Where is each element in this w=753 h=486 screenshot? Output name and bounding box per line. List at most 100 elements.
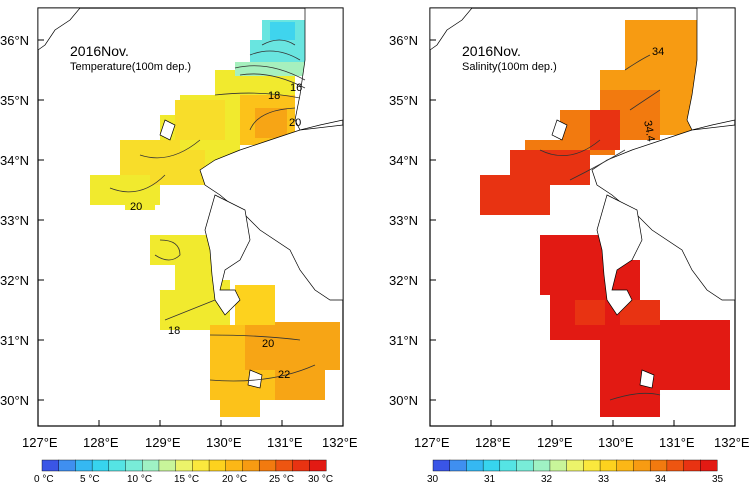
lon-label: 129°E bbox=[537, 435, 573, 450]
colorbar-swatch bbox=[258, 459, 277, 472]
lon-label: 131°E bbox=[659, 435, 695, 450]
lat-label: 34°N bbox=[0, 153, 29, 168]
lat-label: 31°N bbox=[0, 333, 29, 348]
colorbar-swatch bbox=[208, 459, 227, 472]
lon-label: 130°E bbox=[206, 435, 242, 450]
colorbar-swatch bbox=[566, 459, 584, 472]
colorbar-swatch bbox=[91, 459, 110, 472]
colorbar-swatch bbox=[649, 459, 668, 472]
temperature-panel: 16 18 20 20 18 20 22 2016Nov. Temperatur… bbox=[37, 7, 344, 427]
contour-label: 20 bbox=[130, 201, 142, 213]
colorbar-swatch bbox=[242, 459, 260, 472]
colorbar-swatch bbox=[666, 459, 685, 472]
temperature-lon-axis: 127°E 128°E 129°E 130°E 131°E 132°E bbox=[22, 435, 358, 450]
colorbar-swatch bbox=[125, 459, 143, 472]
lat-label: 36°N bbox=[389, 33, 418, 48]
colorbar-label: 0 °C bbox=[34, 474, 54, 485]
lat-label: 35°N bbox=[0, 93, 29, 108]
lon-label: 131°E bbox=[267, 435, 303, 450]
colorbar-swatch bbox=[549, 459, 568, 472]
temperature-title: 2016Nov. bbox=[70, 43, 129, 59]
lon-label: 132°E bbox=[322, 435, 358, 450]
colorbar-swatch bbox=[292, 459, 310, 472]
colorbar-label: 30 °C bbox=[308, 474, 333, 485]
salinity-subtitle: Salinity(100m dep.) bbox=[462, 61, 557, 73]
colorbar-swatch bbox=[58, 459, 76, 472]
colorbar-swatch bbox=[108, 459, 127, 472]
colorbar-swatch bbox=[516, 459, 534, 472]
lat-label: 35°N bbox=[389, 93, 418, 108]
colorbar-swatch bbox=[616, 459, 634, 472]
lon-label: 129°E bbox=[145, 435, 181, 450]
contour-label: 34.4 bbox=[641, 120, 657, 143]
lon-label: 132°E bbox=[714, 435, 750, 450]
lat-label: 32°N bbox=[0, 273, 29, 288]
salinity-panel: 34 34.4 2016Nov. Salinity(100m dep.) bbox=[429, 7, 736, 427]
colorbar-swatch bbox=[225, 459, 243, 472]
contour-label: 18 bbox=[268, 90, 280, 102]
colorbar-swatch bbox=[275, 459, 294, 472]
colorbar-label: 20 °C bbox=[222, 474, 247, 485]
lon-label: 128°E bbox=[475, 435, 511, 450]
salinity-title: 2016Nov. bbox=[462, 43, 521, 59]
colorbar-swatch bbox=[449, 459, 467, 472]
colorbar-label: 34 bbox=[655, 474, 667, 485]
lat-label: 30°N bbox=[0, 393, 29, 408]
colorbar-swatch bbox=[175, 459, 193, 472]
salinity-colorbar bbox=[432, 459, 718, 472]
contour-label: 18 bbox=[168, 325, 180, 337]
lat-label: 30°N bbox=[389, 393, 418, 408]
contour-label: 34 bbox=[652, 46, 664, 58]
lat-label: 33°N bbox=[389, 213, 418, 228]
colorbar-label: 32 bbox=[541, 474, 553, 485]
colorbar-label: 31 bbox=[484, 474, 496, 485]
temperature-colorbar-labels: 0 °C 5 °C 10 °C 15 °C 20 °C 25 °C 30 °C bbox=[34, 474, 333, 485]
colorbar-swatch bbox=[683, 459, 701, 472]
colorbar-swatch bbox=[466, 459, 484, 472]
temperature-field: 16 18 20 20 18 20 22 bbox=[38, 8, 343, 417]
colorbar-label: 25 °C bbox=[269, 474, 294, 485]
colorbar-label: 35 bbox=[712, 474, 724, 485]
colorbar-label: 10 °C bbox=[127, 474, 152, 485]
colorbar-swatch bbox=[142, 459, 160, 472]
lon-label: 127°E bbox=[22, 435, 58, 450]
colorbar-swatch bbox=[41, 459, 60, 472]
colorbar-label: 5 °C bbox=[80, 474, 100, 485]
contour-label: 20 bbox=[262, 338, 274, 350]
tick-marks bbox=[38, 39, 675, 426]
colorbar-swatch bbox=[583, 459, 601, 472]
lon-label: 128°E bbox=[83, 435, 119, 450]
colorbar-swatch bbox=[158, 459, 177, 472]
lat-label: 33°N bbox=[0, 213, 29, 228]
salinity-lat-axis: 36°N 35°N 34°N 33°N 32°N 31°N 30°N bbox=[389, 33, 418, 408]
temperature-lat-axis: 36°N 35°N 34°N 33°N 32°N 31°N 30°N bbox=[0, 33, 29, 408]
colorbar-label: 33 bbox=[598, 474, 610, 485]
lat-label: 34°N bbox=[389, 153, 418, 168]
salinity-lon-axis: 127°E 128°E 129°E 130°E 131°E 132°E bbox=[414, 435, 750, 450]
colorbar-swatch bbox=[499, 459, 518, 472]
lon-label: 130°E bbox=[598, 435, 634, 450]
temperature-subtitle: Temperature(100m dep.) bbox=[70, 61, 191, 73]
colorbar-swatch bbox=[432, 459, 451, 472]
contour-label: 22 bbox=[278, 369, 290, 381]
lat-label: 36°N bbox=[0, 33, 29, 48]
contour-label: 16 bbox=[290, 82, 302, 94]
salinity-colorbar-labels: 30 31 32 33 34 35 bbox=[427, 474, 724, 485]
colorbar-swatch bbox=[533, 459, 551, 472]
colorbar-swatch bbox=[633, 459, 651, 472]
lon-label: 127°E bbox=[414, 435, 450, 450]
colorbar-label: 15 °C bbox=[174, 474, 199, 485]
colorbar-swatch bbox=[192, 459, 210, 472]
lat-label: 31°N bbox=[389, 333, 418, 348]
colorbar-swatch bbox=[482, 459, 501, 472]
colorbar-swatch bbox=[700, 459, 718, 472]
temperature-colorbar bbox=[41, 459, 327, 472]
salinity-field: 34 34.4 bbox=[430, 8, 735, 417]
colorbar-label: 30 bbox=[427, 474, 439, 485]
colorbar-swatch bbox=[309, 459, 327, 472]
colorbar-swatch bbox=[75, 459, 93, 472]
colorbar-swatch bbox=[599, 459, 618, 472]
contour-label: 20 bbox=[289, 117, 301, 129]
lat-label: 32°N bbox=[389, 273, 418, 288]
